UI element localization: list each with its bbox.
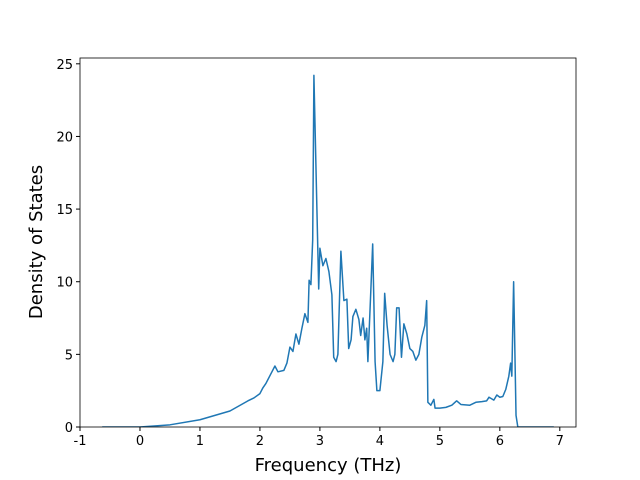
- plot-frame: [79, 57, 577, 428]
- y-tick-label: 15: [56, 203, 73, 218]
- x-tick-label: 0: [136, 434, 144, 449]
- y-tick-label: 25: [56, 58, 73, 73]
- x-tick-label: 3: [316, 434, 324, 449]
- x-tick-label: 1: [196, 434, 204, 449]
- y-tick-label: 20: [56, 130, 73, 145]
- y-tick-label: 10: [56, 276, 73, 291]
- x-tick-label: 4: [376, 434, 384, 449]
- y-tick-label: 0: [65, 421, 73, 436]
- x-tick-label: 6: [496, 434, 504, 449]
- y-axis-label: Density of States: [26, 165, 47, 319]
- x-axis-label: Frequency (THz): [255, 455, 402, 476]
- x-tick-label: 2: [256, 434, 264, 449]
- x-tick-label: -1: [74, 434, 87, 449]
- x-tick-label: 5: [436, 434, 444, 449]
- y-tick-label: 5: [65, 348, 73, 363]
- line: [102, 74, 554, 427]
- x-tick-label: 7: [556, 434, 564, 449]
